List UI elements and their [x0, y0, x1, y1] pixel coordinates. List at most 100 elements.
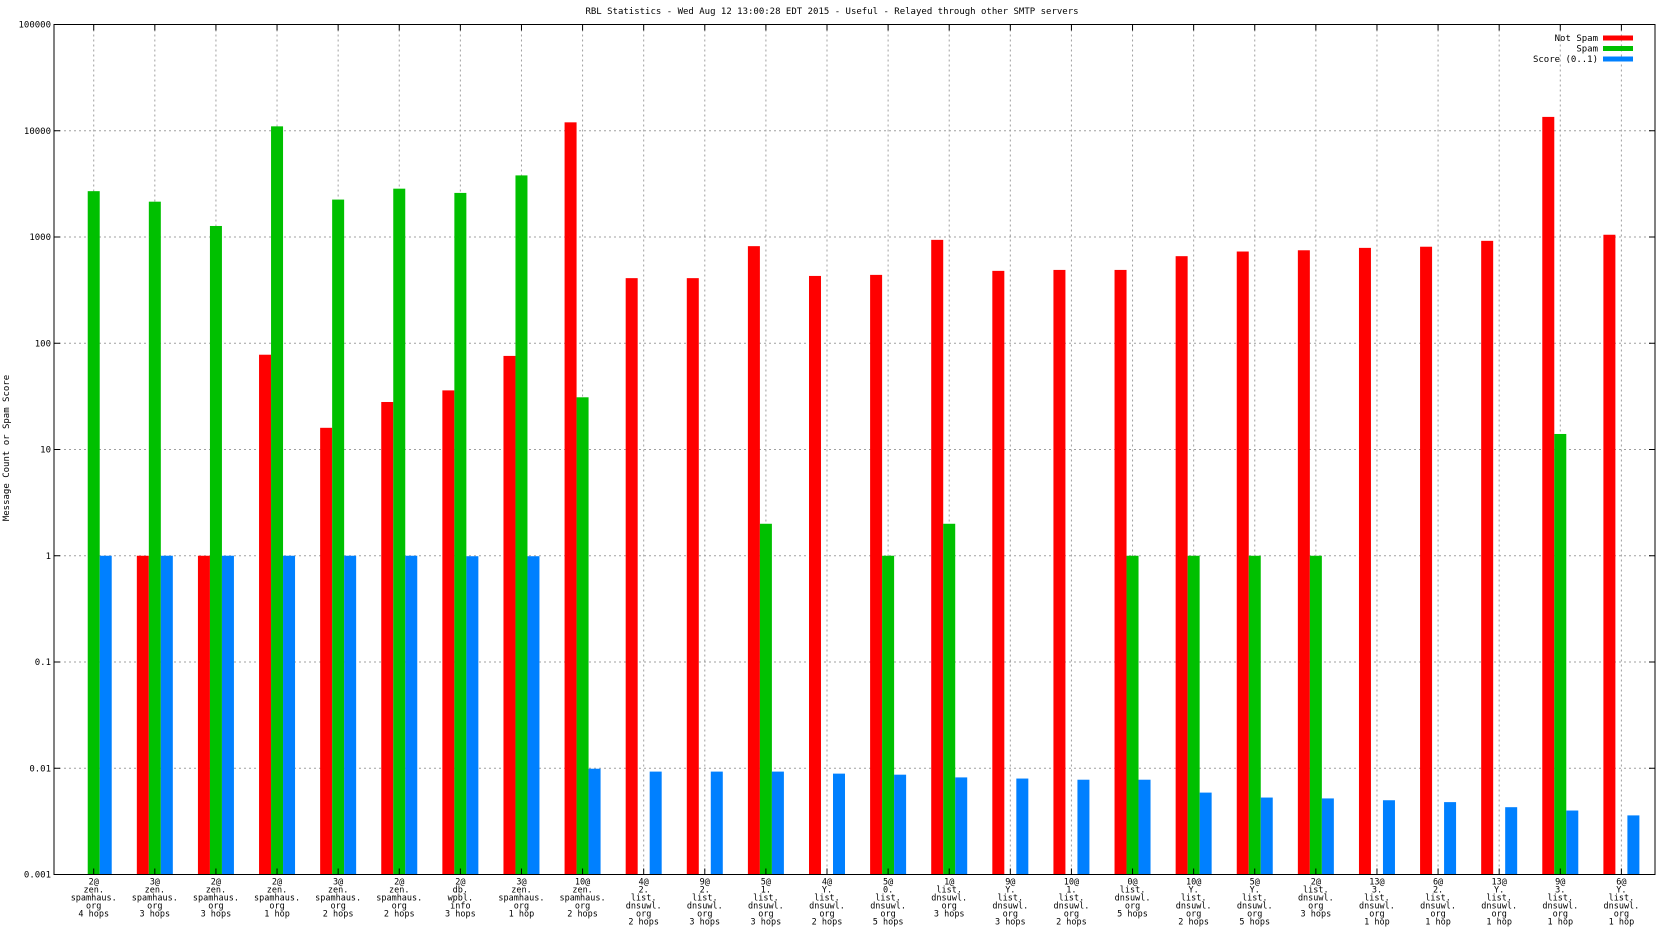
- bar-score-0-1: [283, 555, 296, 875]
- x-tick-label: dnsuwl.: [626, 902, 662, 912]
- bar-not-spam: [1481, 240, 1494, 875]
- x-tick-label: org: [575, 902, 590, 912]
- x-tick-label: dnsuwl.: [809, 902, 845, 912]
- chart-title: RBL Statistics - Wed Aug 12 13:00:28 EDT…: [585, 7, 1078, 17]
- y-tick-label: 1: [46, 552, 51, 562]
- bar-score-0-1: [527, 556, 540, 875]
- x-tick-label: 4@: [639, 878, 649, 888]
- x-tick-label: db.: [453, 886, 468, 896]
- x-tick-label: dnsuwl.: [1054, 902, 1090, 912]
- y-tick-label: 100: [35, 339, 51, 349]
- x-tick-label: 10@: [1064, 878, 1079, 888]
- legend-label: Spam: [1576, 45, 1598, 55]
- x-tick-label: 0@: [1127, 878, 1137, 888]
- x-tick-label: org: [1369, 910, 1384, 920]
- bar-spam: [332, 199, 345, 875]
- bar-not-spam: [686, 278, 699, 875]
- x-tick-label: list.: [1242, 894, 1268, 904]
- y-tick-label: 10: [40, 446, 51, 456]
- x-tick-label: org: [1491, 910, 1506, 920]
- x-tick-label: 4 hops: [78, 910, 109, 920]
- bar-spam: [393, 188, 406, 875]
- bar-score-0-1: [405, 555, 418, 875]
- x-tick-label: 6@: [1616, 878, 1626, 888]
- x-tick-label: Y.: [1250, 886, 1260, 896]
- x-tick-label: org: [1553, 910, 1568, 920]
- x-tick-label: 2@: [211, 878, 221, 888]
- x-tick-label: 5 hops: [873, 918, 904, 928]
- bar-not-spam: [1236, 251, 1249, 875]
- x-tick-label: org: [392, 902, 407, 912]
- legend-swatch: [1603, 56, 1633, 62]
- x-tick-label: dnsuwl.: [1420, 902, 1456, 912]
- x-tick-label: zen.: [572, 886, 592, 896]
- bar-score-0-1: [588, 768, 601, 875]
- x-tick-label: 2 hops: [812, 918, 843, 928]
- x-tick-label: info: [450, 902, 470, 912]
- bar-not-spam: [870, 274, 883, 875]
- x-tick-label: spamhaus.: [254, 894, 300, 904]
- x-tick-label: 2@: [394, 878, 404, 888]
- x-tick-label: zen.: [83, 886, 103, 896]
- bar-score-0-1: [894, 774, 907, 875]
- bar-score-0-1: [1444, 802, 1457, 875]
- bar-score-0-1: [771, 771, 784, 875]
- bar-spam: [454, 192, 467, 875]
- bar-not-spam: [136, 555, 149, 875]
- x-tick-label: org: [269, 902, 284, 912]
- x-tick-label: 5@: [1250, 878, 1260, 888]
- x-tick-label: 3 hops: [139, 910, 170, 920]
- bar-not-spam: [1175, 256, 1188, 875]
- x-tick-label: spamhaus.: [315, 894, 361, 904]
- x-tick-label: org: [1064, 910, 1079, 920]
- bar-not-spam: [625, 278, 638, 875]
- x-tick-label: list.: [1059, 894, 1085, 904]
- bar-spam: [759, 523, 772, 875]
- x-tick-label: org: [636, 910, 651, 920]
- x-tick-label: list.: [1547, 894, 1573, 904]
- x-tick-label: 5@: [883, 878, 893, 888]
- x-tick-label: 3.: [1555, 886, 1565, 896]
- bar-spam: [1248, 555, 1261, 875]
- x-tick-label: 1 hop: [509, 910, 535, 920]
- bar-score-0-1: [1382, 800, 1395, 875]
- x-tick-label: list.: [1120, 886, 1146, 896]
- x-tick-label: spamhaus.: [132, 894, 178, 904]
- x-tick-label: 3@: [516, 878, 526, 888]
- x-tick-label: dnsuwl.: [1237, 902, 1273, 912]
- bar-spam: [515, 175, 528, 875]
- x-tick-label: org: [758, 910, 773, 920]
- x-tick-label: 1 hop: [1609, 918, 1635, 928]
- x-tick-label: org: [1003, 910, 1018, 920]
- bar-score-0-1: [1016, 778, 1029, 875]
- bar-spam: [148, 201, 161, 875]
- x-tick-label: spamhaus.: [376, 894, 422, 904]
- bar-not-spam: [1053, 269, 1066, 875]
- bar-spam: [1554, 433, 1567, 875]
- x-tick-label: org: [697, 910, 712, 920]
- x-tick-label: org: [514, 902, 529, 912]
- x-tick-label: zen.: [389, 886, 409, 896]
- x-tick-label: 4@: [822, 878, 832, 888]
- legend-label: Not Spam: [1555, 34, 1598, 44]
- x-tick-label: org: [942, 902, 957, 912]
- x-tick-label: 3 hops: [934, 910, 965, 920]
- x-tick-label: 1.: [761, 886, 771, 896]
- x-tick-label: list.: [1364, 894, 1390, 904]
- x-tick-label: list.: [875, 894, 901, 904]
- x-tick-label: dnsuwl.: [1481, 902, 1517, 912]
- x-tick-label: 10@: [1186, 878, 1201, 888]
- x-tick-label: 10@: [575, 878, 590, 888]
- bar-spam: [576, 397, 589, 875]
- bar-not-spam: [320, 427, 333, 875]
- x-tick-label: dnsuwl.: [870, 902, 906, 912]
- x-tick-label: org: [1125, 902, 1140, 912]
- x-tick-label: org: [208, 902, 223, 912]
- x-tick-label: list.: [1181, 894, 1207, 904]
- x-tick-label: dnsuwl.: [1542, 902, 1578, 912]
- x-tick-label: Y.: [1005, 886, 1015, 896]
- y-tick-label: 1000: [29, 233, 51, 243]
- x-tick-label: 1 hop: [1425, 918, 1451, 928]
- x-tick-label: list.: [1486, 894, 1512, 904]
